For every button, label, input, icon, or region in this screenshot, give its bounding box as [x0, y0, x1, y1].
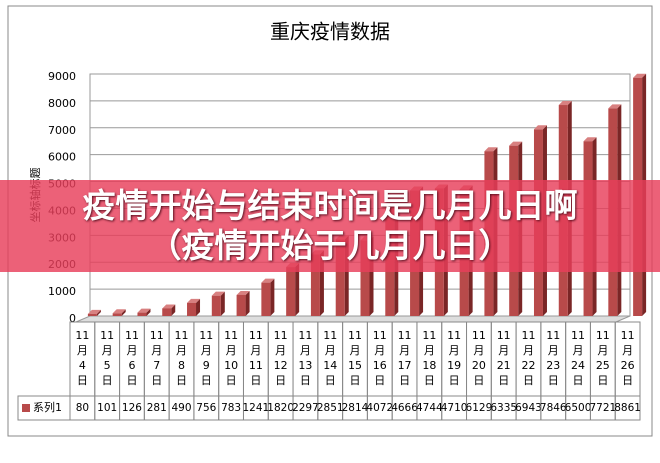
- category-label: 11 月 6 日: [125, 329, 139, 387]
- category-label: 11 月 12 日: [274, 329, 288, 387]
- bar-top: [484, 147, 498, 152]
- bar-top: [137, 308, 151, 313]
- table-value: 4666: [391, 402, 418, 414]
- category-label: 11 月 18 日: [422, 329, 436, 387]
- table-value: 8861: [614, 402, 641, 414]
- category-label: 11 月 19 日: [447, 329, 461, 387]
- floor: [75, 315, 631, 323]
- bar-side: [270, 278, 275, 316]
- bar: [211, 295, 221, 316]
- bar-top: [509, 141, 523, 146]
- table-value: 4072: [366, 402, 393, 414]
- table-value: 1820: [267, 402, 294, 414]
- bar-top: [583, 137, 597, 142]
- legend-label: 系列1: [33, 400, 62, 414]
- table-value: 6335: [490, 402, 517, 414]
- bar-top: [236, 290, 250, 295]
- bar-side: [220, 291, 225, 316]
- bar-top: [558, 101, 572, 106]
- table-value: 101: [97, 402, 117, 414]
- banner: 疫情开始与结束时间是几月几日啊（疫情开始于几月几日）: [0, 180, 660, 272]
- bar-top: [162, 304, 176, 309]
- bar: [335, 239, 345, 316]
- table-value: 2297: [292, 402, 319, 414]
- table-value: 2851: [317, 402, 344, 414]
- table-value: 126: [122, 402, 142, 414]
- category-label: 11 月 16 日: [373, 329, 387, 387]
- bar-side: [171, 304, 176, 316]
- category-label: 11 月 21 日: [497, 329, 511, 387]
- legend-swatch: [22, 404, 30, 412]
- category-label: 11 月 14 日: [323, 329, 337, 387]
- table-value: 4744: [416, 402, 443, 414]
- bar-side: [196, 298, 201, 316]
- category-label: 11 月 9 日: [199, 329, 213, 387]
- category-label: 11 月 5 日: [100, 329, 114, 387]
- table-value: 6943: [515, 402, 542, 414]
- category-label: 11 月 22 日: [521, 329, 535, 387]
- table-value: 6500: [565, 402, 592, 414]
- table-value: 7846: [540, 402, 567, 414]
- category-label: 11 月 24 日: [571, 329, 585, 387]
- bar: [87, 313, 97, 316]
- category-label: 11 月 17 日: [398, 329, 412, 387]
- table-value: 783: [221, 402, 241, 414]
- category-label: 11 月 25 日: [596, 329, 610, 387]
- table-value: 1241: [243, 402, 270, 414]
- chart-title: 重庆疫情数据: [270, 20, 390, 44]
- bar: [360, 240, 370, 316]
- category-label: 11 月 11 日: [249, 329, 263, 387]
- table-value: 6129: [466, 402, 493, 414]
- y-tick-label: 7000: [48, 124, 76, 137]
- bar-top: [112, 309, 126, 314]
- bar: [286, 267, 296, 316]
- bar-top: [608, 104, 622, 109]
- table-value: 756: [196, 402, 216, 414]
- table-value: 4710: [441, 402, 468, 414]
- y-tick-label: 1000: [48, 285, 76, 298]
- category-label: 11 月 20 日: [472, 329, 486, 387]
- bar-top: [533, 125, 547, 130]
- bar-side: [121, 309, 126, 316]
- category-label: 11 月 15 日: [348, 329, 362, 387]
- table-header-cell: [17, 395, 71, 421]
- bar-top: [211, 291, 225, 296]
- bar-top: [261, 278, 275, 283]
- table-value: 281: [147, 402, 167, 414]
- banner-text: 疫情开始与结束时间是几月几日啊（疫情开始于几月几日）: [82, 186, 578, 265]
- table-value: 2814: [342, 402, 369, 414]
- bar: [261, 282, 271, 316]
- category-label: 11 月 13 日: [298, 329, 312, 387]
- bar-side: [146, 308, 151, 316]
- bar: [112, 313, 122, 316]
- bar: [137, 312, 147, 316]
- bar-side: [245, 290, 250, 316]
- category-label: 11 月 8 日: [175, 329, 189, 387]
- category-label: 11 月 23 日: [546, 329, 560, 387]
- bar-side: [96, 309, 101, 316]
- y-tick-label: 8000: [48, 97, 76, 110]
- category-label: 11 月 10 日: [224, 329, 238, 387]
- bar-top: [633, 73, 647, 78]
- table-value: 490: [171, 402, 191, 414]
- bar: [236, 294, 246, 316]
- y-tick-label: 0: [69, 312, 76, 325]
- bar: [162, 308, 172, 316]
- y-tick-label: 9000: [48, 70, 76, 83]
- category-label: 11 月 26 日: [621, 329, 635, 387]
- table-value: 7721: [589, 402, 616, 414]
- bar-side: [295, 263, 300, 316]
- category-label: 11 月 4 日: [75, 329, 89, 387]
- table-cell: [614, 395, 641, 421]
- bar: [310, 254, 320, 316]
- table-value: 80: [76, 402, 89, 414]
- y-tick-label: 6000: [48, 151, 76, 164]
- category-label: 11 月 7 日: [150, 329, 164, 387]
- bar-top: [187, 298, 201, 303]
- bar-top: [87, 309, 101, 314]
- bar: [187, 302, 197, 316]
